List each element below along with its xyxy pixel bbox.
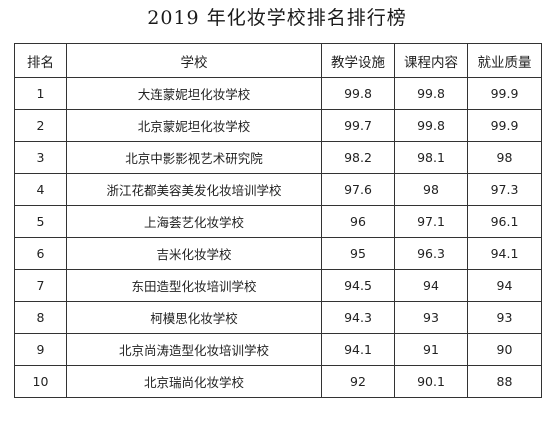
cell-course-content: 99.8: [394, 77, 468, 110]
cell-school: 上海荟艺化妆学校: [66, 205, 322, 238]
cell-course-content: 96.3: [394, 237, 468, 270]
header-course-content: 课程内容: [394, 43, 468, 78]
cell-rank: 3: [14, 141, 67, 174]
header-school: 学校: [66, 43, 322, 78]
cell-teaching-facilities: 99.8: [321, 77, 395, 110]
cell-school: 北京蒙妮坦化妆学校: [66, 109, 322, 142]
cell-rank: 5: [14, 205, 67, 238]
table-row: 1 大连蒙妮坦化妆学校 99.8 99.8 99.9: [14, 77, 542, 110]
cell-course-content: 94: [394, 269, 468, 302]
cell-school: 浙江花都美容美发化妆培训学校: [66, 173, 322, 206]
table-row: 4 浙江花都美容美发化妆培训学校 97.6 98 97.3: [14, 173, 542, 206]
cell-rank: 6: [14, 237, 67, 270]
cell-course-content: 90.1: [394, 365, 468, 398]
cell-employment-quality: 98: [467, 141, 542, 174]
cell-employment-quality: 93: [467, 301, 542, 334]
cell-employment-quality: 99.9: [467, 109, 542, 142]
table-row: 7 东田造型化妆培训学校 94.5 94 94: [14, 269, 542, 302]
cell-school: 北京中影影视艺术研究院: [66, 141, 322, 174]
cell-teaching-facilities: 99.7: [321, 109, 395, 142]
cell-school: 北京瑞尚化妆学校: [66, 365, 322, 398]
table-row: 5 上海荟艺化妆学校 96 97.1 96.1: [14, 205, 542, 238]
cell-rank: 7: [14, 269, 67, 302]
cell-teaching-facilities: 92: [321, 365, 395, 398]
cell-course-content: 98: [394, 173, 468, 206]
cell-course-content: 98.1: [394, 141, 468, 174]
cell-school: 东田造型化妆培训学校: [66, 269, 322, 302]
cell-rank: 2: [14, 109, 67, 142]
cell-teaching-facilities: 94.5: [321, 269, 395, 302]
cell-course-content: 91: [394, 333, 468, 366]
cell-rank: 10: [14, 365, 67, 398]
cell-employment-quality: 97.3: [467, 173, 542, 206]
cell-rank: 9: [14, 333, 67, 366]
cell-teaching-facilities: 96: [321, 205, 395, 238]
table-row: 3 北京中影影视艺术研究院 98.2 98.1 98: [14, 141, 542, 174]
page-title: 2019 年化妆学校排名排行榜: [147, 7, 407, 29]
cell-employment-quality: 99.9: [467, 77, 542, 110]
ranking-table: 排名 学校 教学设施 课程内容 就业质量 1 大连蒙妮坦化妆学校 99.8 99…: [14, 43, 542, 398]
cell-employment-quality: 96.1: [467, 205, 542, 238]
cell-course-content: 93: [394, 301, 468, 334]
table-header-row: 排名 学校 教学设施 课程内容 就业质量: [14, 43, 542, 78]
table-row: 8 柯模思化妆学校 94.3 93 93: [14, 301, 542, 334]
cell-teaching-facilities: 95: [321, 237, 395, 270]
cell-rank: 8: [14, 301, 67, 334]
cell-employment-quality: 94: [467, 269, 542, 302]
cell-teaching-facilities: 97.6: [321, 173, 395, 206]
cell-employment-quality: 88: [467, 365, 542, 398]
table-row: 10 北京瑞尚化妆学校 92 90.1 88: [14, 365, 542, 398]
cell-course-content: 99.8: [394, 109, 468, 142]
cell-school: 北京尚涛造型化妆培训学校: [66, 333, 322, 366]
cell-employment-quality: 90: [467, 333, 542, 366]
header-teaching-facilities: 教学设施: [321, 43, 395, 78]
cell-teaching-facilities: 94.3: [321, 301, 395, 334]
cell-school: 吉米化妆学校: [66, 237, 322, 270]
cell-teaching-facilities: 94.1: [321, 333, 395, 366]
cell-employment-quality: 94.1: [467, 237, 542, 270]
table-row: 9 北京尚涛造型化妆培训学校 94.1 91 90: [14, 333, 542, 366]
cell-school: 柯模思化妆学校: [66, 301, 322, 334]
cell-rank: 4: [14, 173, 67, 206]
header-rank: 排名: [14, 43, 67, 78]
table-row: 6 吉米化妆学校 95 96.3 94.1: [14, 237, 542, 270]
header-employment-quality: 就业质量: [467, 43, 542, 78]
cell-teaching-facilities: 98.2: [321, 141, 395, 174]
cell-rank: 1: [14, 77, 67, 110]
table-row: 2 北京蒙妮坦化妆学校 99.7 99.8 99.9: [14, 109, 542, 142]
cell-school: 大连蒙妮坦化妆学校: [66, 77, 322, 110]
cell-course-content: 97.1: [394, 205, 468, 238]
